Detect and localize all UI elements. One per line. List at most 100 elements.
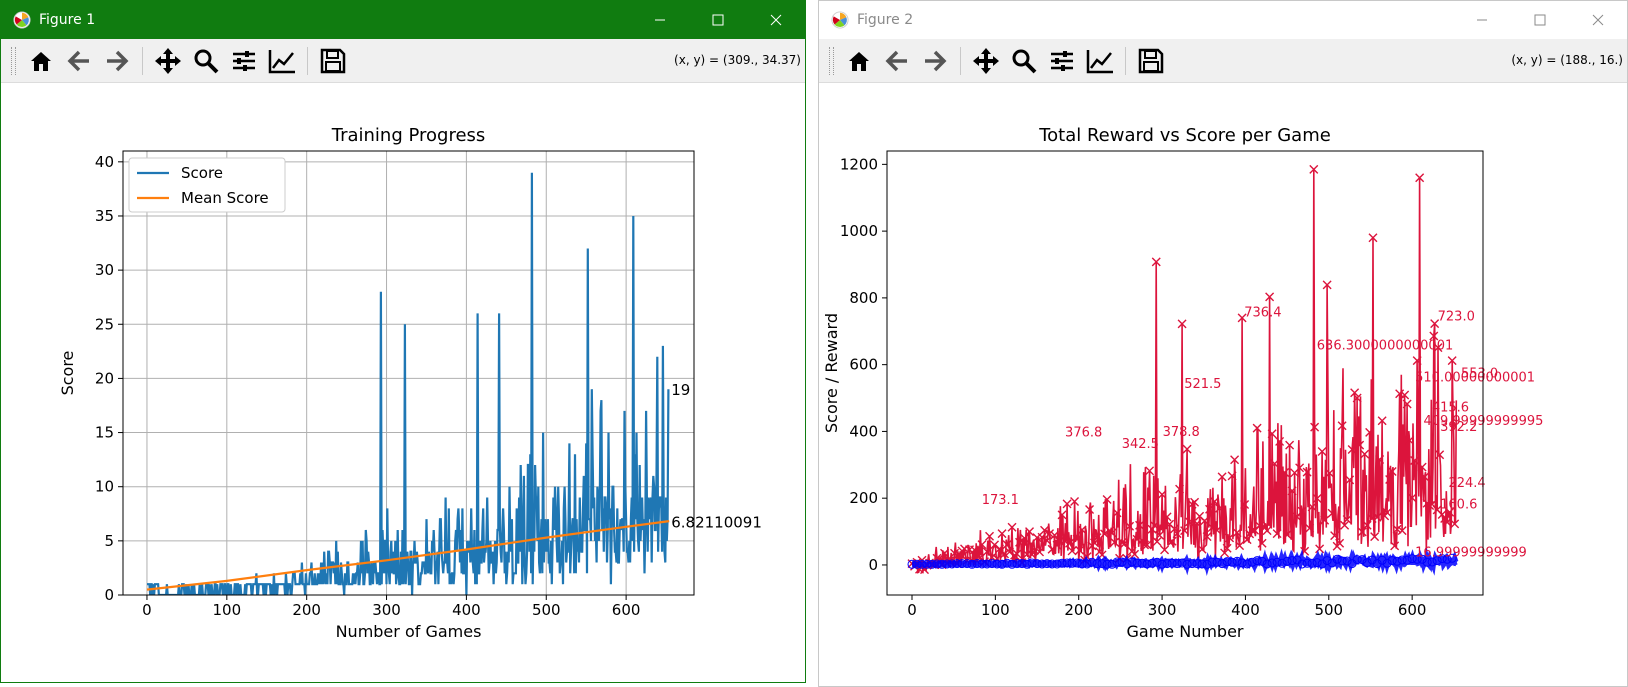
- back-button[interactable]: [878, 42, 916, 80]
- game-score-circle-marker: [987, 559, 997, 569]
- close-button[interactable]: [1569, 1, 1627, 39]
- reward-x-marker: [1000, 549, 1010, 559]
- reward-x-marker: [1151, 257, 1161, 267]
- reward-x-marker: [1222, 543, 1232, 553]
- y-tick-label: 800: [849, 289, 878, 307]
- game-score-circle-marker: [1442, 554, 1452, 564]
- game-score-circle-marker: [952, 559, 962, 569]
- training-progress-chart[interactable]: 0 100 200 300 400 500 600 0 5 10 15 20 25 30 35 40 Train…: [1, 83, 805, 673]
- configure-subplots-button[interactable]: [225, 42, 263, 80]
- x-tick-label: 600: [1398, 601, 1427, 619]
- reward-x-marker: [1202, 532, 1212, 542]
- home-button[interactable]: [22, 42, 60, 80]
- navigation-toolbar: (x, y) = (309., 34.37): [1, 39, 805, 83]
- reward-x-marker: [1035, 547, 1045, 557]
- reward-x-marker: [1077, 525, 1087, 535]
- reward-x-marker: [1405, 435, 1415, 445]
- matplotlib-app-icon: [831, 11, 849, 29]
- y-tick-label: 40: [95, 153, 114, 171]
- reward-x-marker: [1272, 529, 1282, 539]
- configure-subplots-button[interactable]: [1043, 42, 1081, 80]
- close-button[interactable]: [747, 1, 805, 39]
- edit-axis-icon: [268, 49, 295, 73]
- reward-x-marker: [1057, 510, 1067, 520]
- reward-x-marker: [1340, 520, 1350, 530]
- reward-value-annotation: 224.4: [1448, 476, 1485, 491]
- game-score-circle-marker: [977, 559, 987, 569]
- reward-x-marker: [1317, 446, 1327, 456]
- y-tick-label: 20: [95, 369, 114, 387]
- reward-x-marker: [1368, 233, 1378, 243]
- minimize-button[interactable]: [1453, 1, 1511, 39]
- pan-move-icon: [973, 47, 999, 74]
- reward-x-marker: [1420, 472, 1430, 482]
- close-icon: [770, 14, 782, 26]
- game-score-circle-marker: [1267, 558, 1277, 568]
- reward-value-annotation: 553.0: [1461, 366, 1498, 381]
- reward-series-line: [911, 169, 1458, 574]
- game-score-circle-marker: [1307, 558, 1317, 568]
- toolbar-grip[interactable]: [11, 46, 16, 75]
- zoom-magnifier-icon: [1012, 49, 1037, 73]
- reward-x-marker: [1397, 526, 1407, 536]
- reward-x-marker: [1157, 490, 1167, 500]
- game-score-circle-marker: [1102, 559, 1112, 569]
- pan-button[interactable]: [149, 42, 187, 80]
- x-tick-label: 200: [292, 601, 321, 619]
- y-axis-label: Score / Reward: [822, 313, 841, 433]
- maximize-button[interactable]: [1511, 1, 1569, 39]
- mean-score-series-line: [146, 520, 670, 591]
- game-score-circle-marker: [1352, 555, 1362, 565]
- game-score-circle-marker: [1437, 554, 1447, 564]
- game-score-circle-marker: [1192, 559, 1202, 569]
- edit-axis-button[interactable]: [263, 42, 301, 80]
- pan-button[interactable]: [967, 42, 1005, 80]
- reward-x-marker: [1433, 343, 1443, 353]
- reward-x-marker: [1445, 507, 1455, 517]
- edit-axis-button[interactable]: [1081, 42, 1119, 80]
- reward-value-annotation: 376.8: [1065, 425, 1102, 440]
- reward-x-marker: [1345, 475, 1355, 485]
- forward-button[interactable]: [98, 42, 136, 80]
- game-score-circle-marker: [1432, 556, 1442, 566]
- legend-mean-score-label: Mean Score: [181, 189, 269, 207]
- zoom-button[interactable]: [187, 42, 225, 80]
- y-tick-label: 400: [849, 422, 878, 440]
- reward-x-marker: [1257, 538, 1267, 548]
- x-tick-label: 300: [372, 601, 401, 619]
- game-score-circle-marker: [1237, 558, 1247, 568]
- title-bar[interactable]: Figure 1: [1, 1, 805, 39]
- minimize-button[interactable]: [631, 1, 689, 39]
- title-bar[interactable]: Figure 2: [819, 1, 1627, 39]
- reward-x-marker: [1177, 319, 1187, 329]
- back-button[interactable]: [60, 42, 98, 80]
- toolbar-grip[interactable]: [829, 46, 834, 75]
- forward-button[interactable]: [916, 42, 954, 80]
- reward-x-marker: [1040, 525, 1050, 535]
- reward-x-marker: [1237, 313, 1247, 323]
- reward-vs-score-chart[interactable]: 0 100 200 300 400 500 600 0 200 400 600 800 1000 1200…: [819, 83, 1627, 683]
- reward-x-marker: [1092, 533, 1102, 543]
- y-tick-label: 200: [849, 489, 878, 507]
- game-score-circle-marker: [1187, 559, 1197, 569]
- reward-x-marker: [1242, 535, 1252, 545]
- reward-x-marker: [1410, 455, 1420, 465]
- save-button[interactable]: [314, 42, 352, 80]
- game-score-circle-marker: [1427, 557, 1437, 567]
- game-score-circle-marker: [1032, 559, 1042, 569]
- reward-x-marker: [1047, 544, 1057, 554]
- save-button[interactable]: [1132, 42, 1170, 80]
- maximize-button[interactable]: [689, 1, 747, 39]
- reward-x-marker: [1447, 356, 1457, 366]
- home-button[interactable]: [840, 42, 878, 80]
- x-axis-label: Number of Games: [336, 622, 482, 641]
- reward-x-marker: [1200, 516, 1210, 526]
- game-score-circle-marker: [1332, 554, 1342, 564]
- game-score-circle-marker: [1232, 556, 1242, 566]
- reward-x-marker: [1312, 494, 1322, 504]
- game-score-circle-marker: [1342, 556, 1352, 566]
- game-score-circle-marker: [1412, 554, 1422, 564]
- game-score-circle-marker: [1212, 557, 1222, 567]
- game-score-circle-marker: [1067, 558, 1077, 568]
- zoom-button[interactable]: [1005, 42, 1043, 80]
